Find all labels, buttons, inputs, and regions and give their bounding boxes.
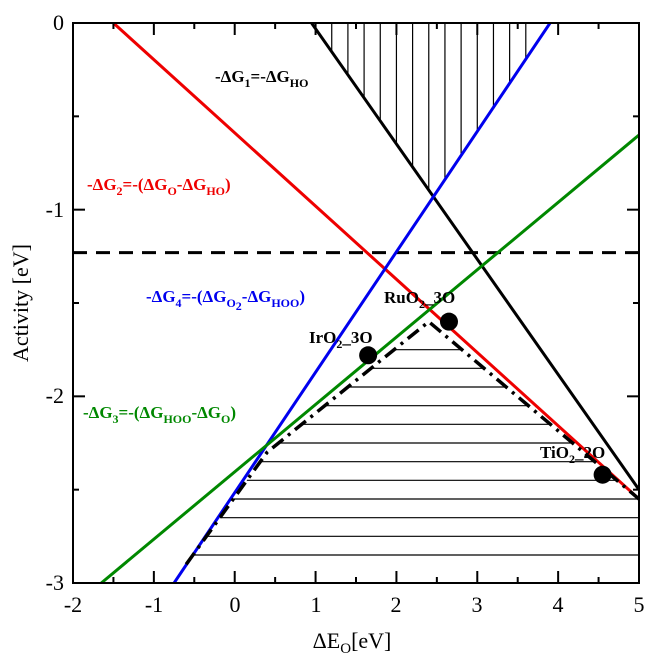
annotation-dg1: -ΔG1=-ΔGHO [215,67,308,90]
data-point [593,465,612,484]
y-axis-label: Activity [eV] [8,244,33,362]
y-tick-label: 0 [53,10,64,35]
data-points [359,312,612,484]
x-tick-label: 3 [472,592,483,617]
point-label-iro2: IrO2_3O [309,328,373,351]
series-line-3 [172,23,552,583]
x-tick-labels: -2 -1 0 1 2 3 4 5 [64,592,645,617]
hatched-regions [192,23,639,556]
data-point [359,346,378,365]
point-label-ruo2: RuO2_3O [384,288,455,311]
series-line-1 [310,23,639,491]
x-tick-label: 1 [311,592,322,617]
y-tick-label: -3 [46,570,64,595]
x-tick-label: -2 [64,592,82,617]
x-tick-label: -1 [145,592,163,617]
data-point [439,312,458,331]
annotation-dg4: -ΔG4=-(ΔGO2-ΔGHOO) [146,287,305,313]
x-axis-label: ΔEO[eV] [313,628,392,657]
volcano-dash-dot-line [184,319,639,566]
x-tick-label: 0 [230,592,241,617]
annotation-dg2: -ΔG2=-(ΔGO-ΔGHO) [87,175,231,198]
series-line-2 [112,23,639,501]
annotation-dg3: -ΔG3=-(ΔGHOO-ΔGO) [83,403,236,426]
point-label-tio2: TiO2_2O [540,443,605,466]
volcano-outline [184,319,639,566]
y-tick-labels: 0 -1 -2 -3 [46,10,64,595]
y-tick-label: -1 [46,197,64,222]
axis-ticks [72,22,640,584]
x-tick-label: 4 [553,592,564,617]
x-tick-label: 2 [391,592,402,617]
y-tick-label: -2 [46,383,64,408]
x-tick-label: 5 [634,592,645,617]
